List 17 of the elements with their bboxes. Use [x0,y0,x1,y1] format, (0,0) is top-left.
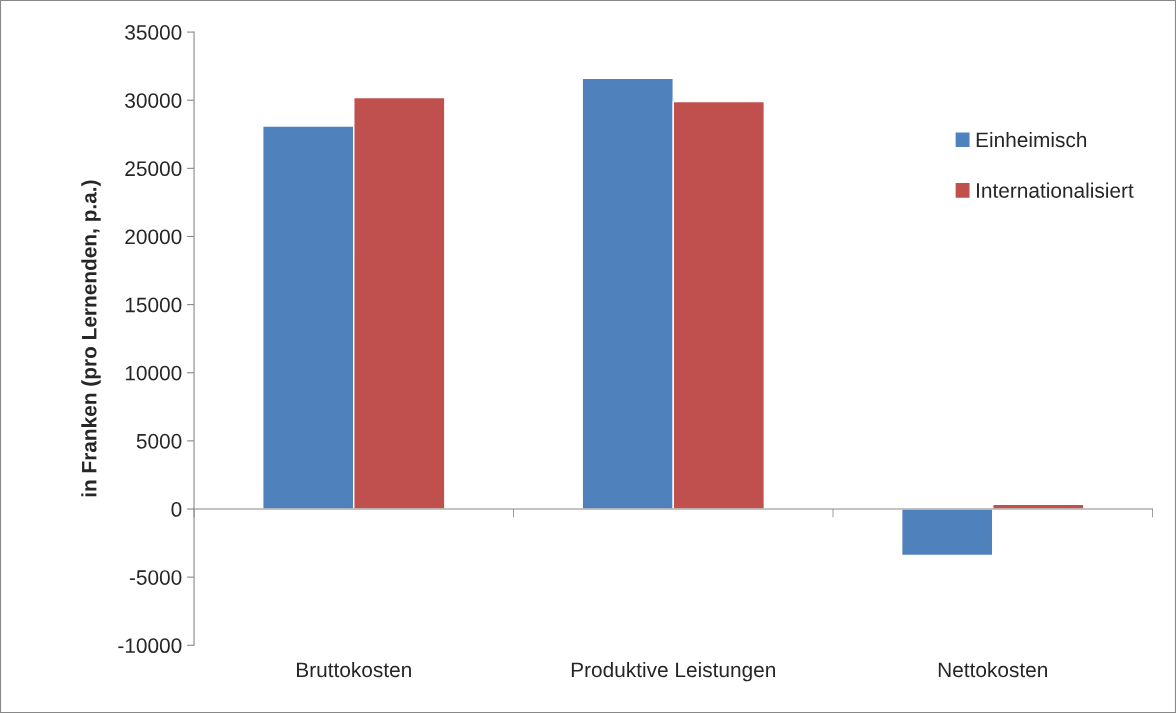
x-tick-label: Nettokosten [938,661,1047,678]
x-tick-label: Produktive Leistungen [571,661,775,682]
y-tick-label: -5000 [129,570,182,585]
x-tick-label: Bruttokosten [297,661,411,678]
y-tick-label: 5000 [136,433,182,449]
legend-label: Internationalisiert [977,182,1134,198]
y-tick-label: 0 [171,502,182,517]
y-tick-label: -10000 [118,638,182,654]
y-tick-label: 20000 [125,229,182,245]
bar [900,508,994,557]
legend-label: Einheimisch [976,131,1087,148]
y-tick-label: 30000 [125,93,182,108]
y-tick-label: 35000 [125,25,182,40]
y-axis-title: in Franken (pro Lernenden, p.a.) [81,180,101,497]
y-tick-label: 10000 [125,365,182,381]
y-tick-label: 25000 [125,161,182,177]
y-tick-label: 15000 [125,297,182,313]
